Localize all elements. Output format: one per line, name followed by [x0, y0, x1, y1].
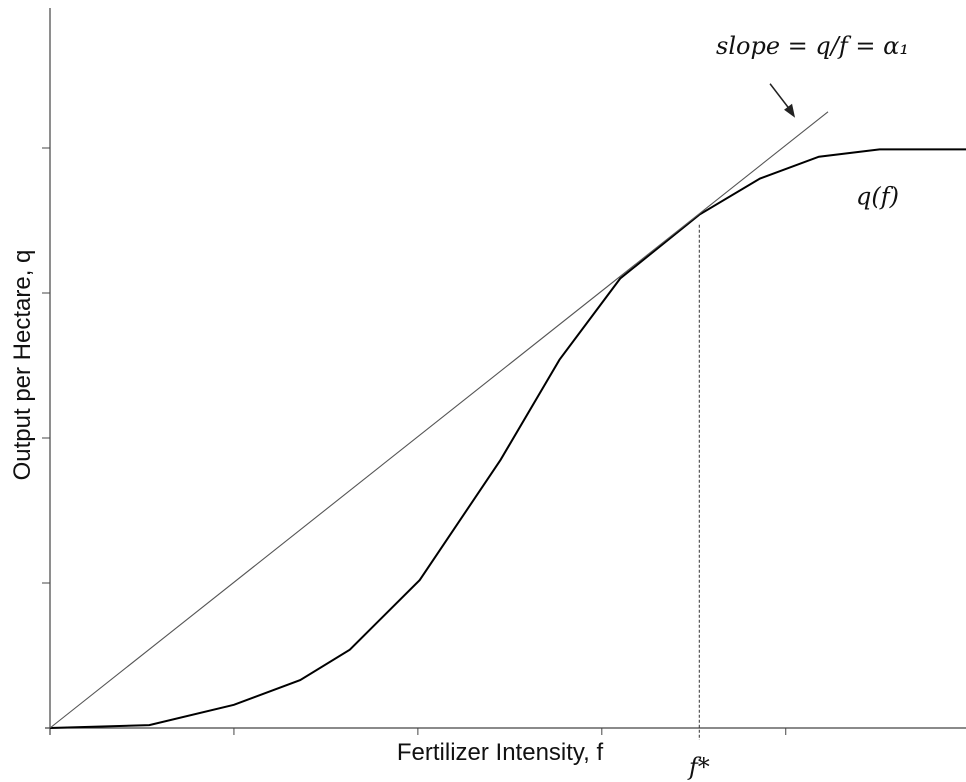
arrow-head — [784, 103, 796, 118]
curve — [49, 148, 966, 729]
curve-label: q(f) — [856, 182, 899, 210]
f-star-label: f* — [687, 753, 710, 781]
x-axis-label: Fertilizer Intensity, f — [397, 739, 604, 766]
y-axis-label: Output per Hectare, q — [9, 250, 36, 481]
tangent-label: slope = q/f = α₁ — [716, 32, 909, 60]
tangent-line — [49, 111, 829, 729]
